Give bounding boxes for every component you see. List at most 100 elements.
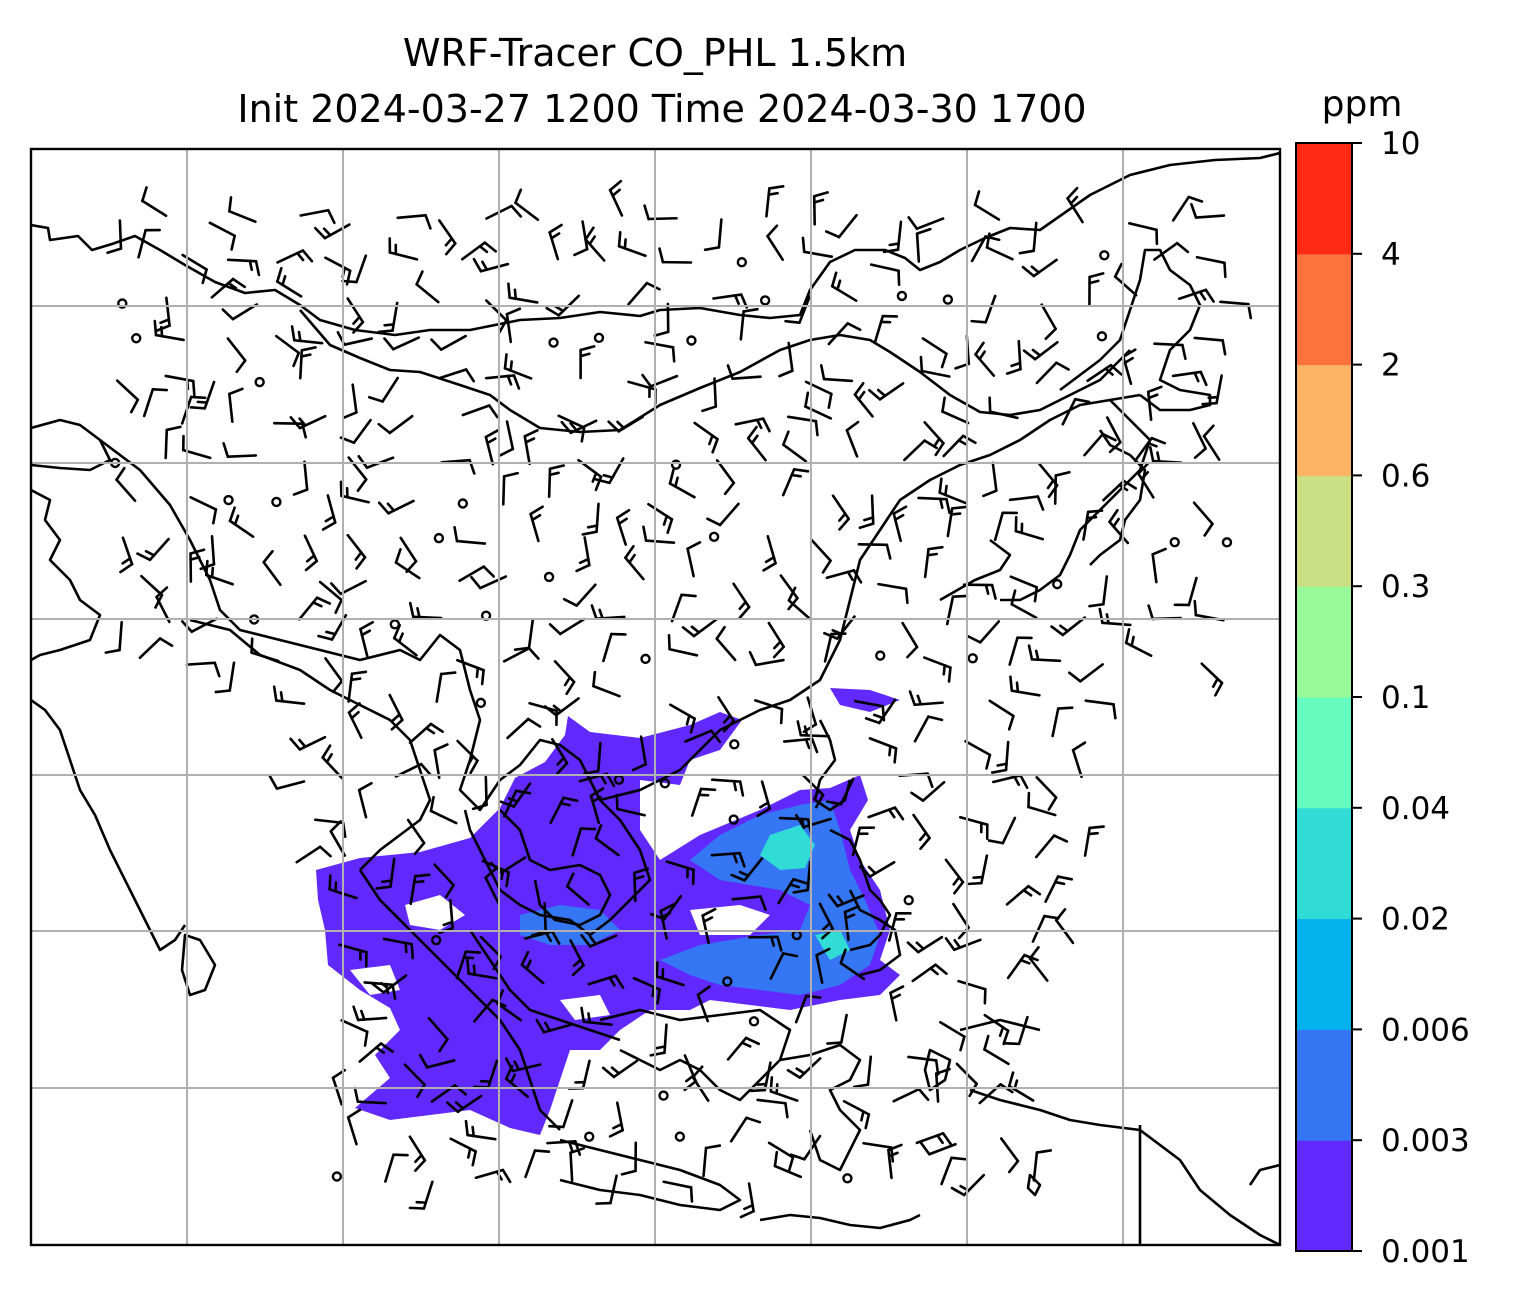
- wind-barb: [289, 414, 327, 430]
- wind-barb: [460, 241, 498, 261]
- wind-barb: [615, 508, 631, 546]
- plume-peak: [760, 825, 850, 960]
- wind-barb: [887, 911, 912, 942]
- wind-barb: [456, 658, 485, 686]
- wind-barb: [346, 1108, 362, 1146]
- colorbar-tick-label: 0.04: [1381, 791, 1450, 827]
- wind-barb: [547, 464, 565, 499]
- wind-barb: [659, 903, 675, 940]
- wind-barb: [392, 623, 418, 657]
- wind-barb: [641, 373, 679, 388]
- wind-barb: [408, 1180, 434, 1210]
- wind-barb: [1044, 875, 1074, 903]
- wind-barb: [583, 741, 602, 775]
- wind-barb: [633, 867, 650, 903]
- wind-barb: [1054, 908, 1075, 945]
- wind-barb: [655, 961, 685, 987]
- wind-barb: [339, 480, 370, 504]
- wind-barb: [580, 934, 618, 948]
- wind-barb: [921, 337, 948, 369]
- wind-barb: [1071, 741, 1087, 779]
- wind-barb: [877, 582, 909, 605]
- wind-barb: [792, 860, 812, 894]
- wind-barb: [589, 787, 605, 824]
- wind-barb: [1040, 303, 1057, 341]
- colorbar-swatch: [1296, 697, 1352, 809]
- wind-barb: [912, 813, 931, 850]
- map-panel: [29, 147, 1282, 1247]
- wind-barb: [273, 421, 308, 439]
- wind-barb: [475, 697, 487, 709]
- wind-barb: [1133, 436, 1167, 463]
- colorbar-swatch: [1296, 475, 1352, 587]
- wind-barb: [377, 414, 414, 435]
- wind-barb: [1202, 424, 1221, 461]
- gridlines: [31, 149, 1280, 1245]
- wind-barb: [819, 364, 854, 383]
- wind-barb: [686, 541, 702, 578]
- wind-barb: [982, 461, 998, 498]
- wind-barb: [104, 620, 123, 654]
- wind-barb: [590, 604, 626, 621]
- wind-barb: [786, 1057, 822, 1079]
- wind-barb: [701, 377, 718, 413]
- wind-barb: [557, 414, 586, 443]
- wind-barb: [852, 1055, 873, 1089]
- wind-barb: [873, 314, 899, 345]
- wind-barb: [276, 249, 314, 264]
- wind-barb: [966, 854, 989, 886]
- wind-barb: [731, 895, 767, 912]
- wind-barb: [575, 536, 591, 573]
- wind-barb: [513, 618, 535, 651]
- wind-barb: [653, 302, 670, 337]
- wind-barb: [748, 1016, 760, 1027]
- wind-barb: [136, 537, 170, 562]
- wind-barb: [445, 1094, 483, 1114]
- tracer-plume: [316, 688, 900, 1135]
- wind-barb: [827, 322, 862, 346]
- wind-barb: [730, 857, 764, 882]
- wind-barb: [1148, 446, 1183, 464]
- wind-barb: [658, 247, 693, 264]
- wind-barb: [784, 295, 811, 324]
- wind-barb: [662, 1180, 694, 1203]
- wind-barb: [940, 1156, 967, 1186]
- wind-barb: [766, 224, 784, 261]
- wind-barb: [592, 670, 621, 698]
- wind-barb: [1146, 385, 1163, 421]
- wind-barb: [756, 780, 772, 818]
- wind-barb: [339, 418, 372, 445]
- wind-barb: [449, 1137, 477, 1167]
- wind-barb: [857, 543, 892, 560]
- wind-barb: [736, 257, 748, 268]
- wind-barb: [908, 690, 944, 707]
- wind-barb: [408, 601, 443, 620]
- colorbar-swatch: [1296, 1140, 1352, 1252]
- wind-barb: [289, 735, 327, 751]
- wind-barb: [142, 388, 169, 418]
- wind-barb: [620, 1141, 638, 1176]
- wind-barb: [553, 660, 576, 696]
- wind-barb: [967, 653, 978, 664]
- wind-barb: [357, 455, 395, 469]
- wind-barb: [827, 893, 865, 908]
- wind-barb: [438, 368, 476, 383]
- wind-barb: [681, 618, 718, 638]
- wind-barb: [839, 948, 866, 981]
- wind-barb: [353, 1086, 388, 1105]
- wind-barb: [514, 188, 540, 222]
- wind-barb: [1035, 361, 1070, 385]
- wind-barb: [584, 1131, 595, 1142]
- wind-barb: [1127, 222, 1159, 246]
- wind-barb: [228, 387, 244, 424]
- wind-barb: [1221, 537, 1233, 548]
- wind-barb: [1082, 509, 1104, 541]
- wind-barb: [185, 661, 221, 678]
- wind-barb: [729, 1116, 762, 1143]
- wind-barb: [868, 737, 898, 764]
- wind-barb: [1169, 536, 1180, 548]
- wind-barb: [503, 353, 533, 380]
- wind-barb: [580, 1006, 613, 1026]
- wind-barb: [528, 701, 558, 727]
- wind-barb: [1192, 501, 1214, 537]
